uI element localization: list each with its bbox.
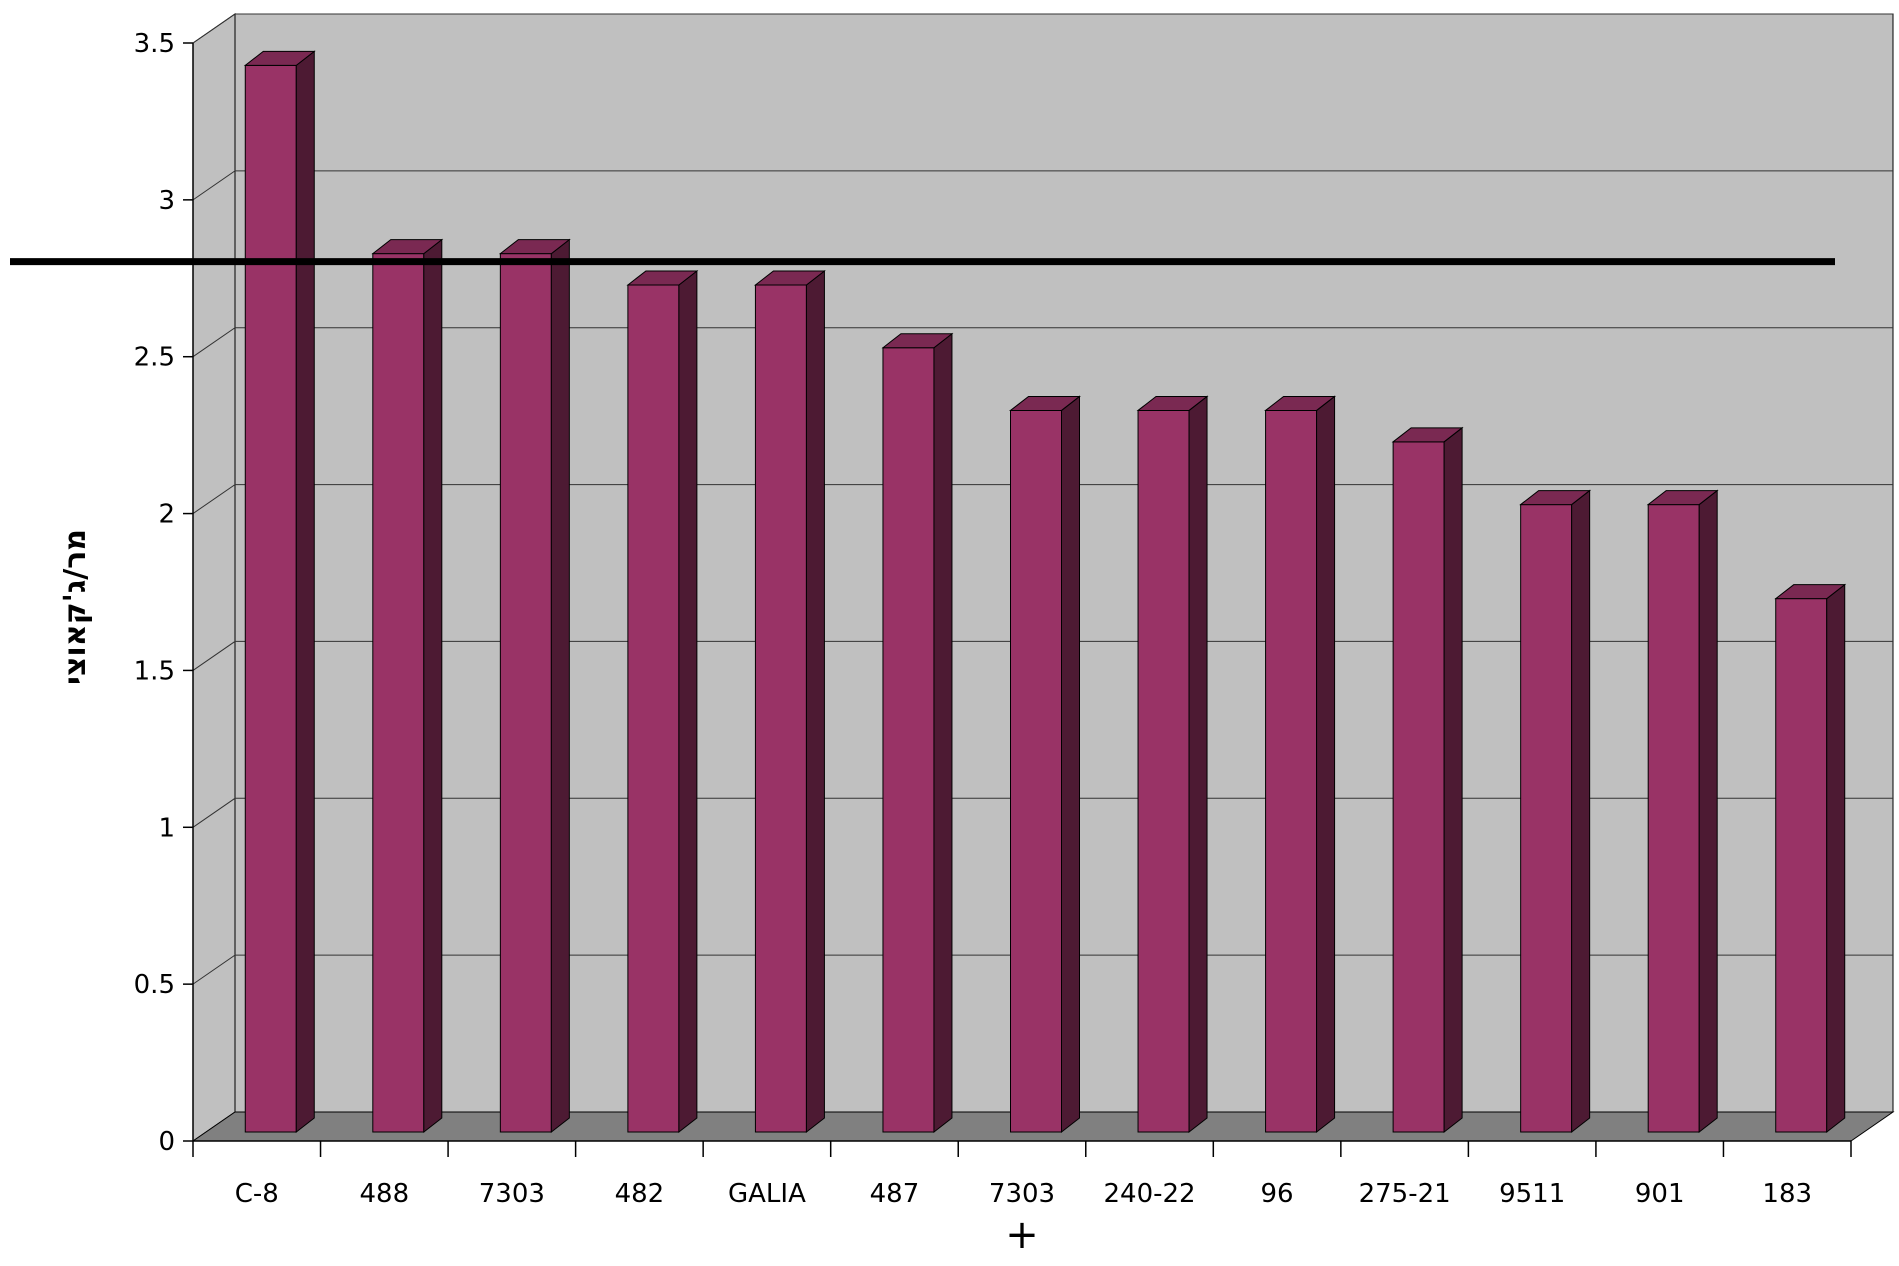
bar [1136, 395, 1209, 1134]
bar-top [1391, 427, 1464, 443]
bars [243, 50, 1847, 1134]
x-tick-label: 7303 + [989, 1179, 1055, 1258]
bar [753, 269, 826, 1134]
x-tick-label: GALIA [728, 1179, 806, 1209]
bar-front [244, 64, 297, 1133]
bar [1774, 583, 1847, 1134]
bar [626, 269, 699, 1134]
bar [1009, 395, 1081, 1134]
bar-front [1520, 504, 1573, 1133]
bar-front [1010, 409, 1062, 1133]
y-tick-label: 0.5 [134, 970, 175, 1000]
gridline [192, 327, 1893, 358]
bar-top [753, 270, 826, 286]
bar-front [372, 253, 425, 1133]
side-wall [192, 13, 236, 1142]
bar-top [243, 50, 316, 66]
bar [498, 238, 571, 1134]
gridline [192, 640, 1893, 671]
bar-top [1264, 395, 1337, 411]
x-tick-label: 901 [1635, 1179, 1685, 1209]
x-tick-label: 488 [359, 1179, 409, 1209]
y-tick-label: 0 [158, 1127, 175, 1157]
x-tick-label: 487 [870, 1179, 920, 1209]
bar-front [627, 284, 680, 1133]
x-axis: C-8 488 7303 482 GALIA 487 7303 + 240-22 96 275-21… [192, 1140, 1852, 1258]
gridline [192, 484, 1893, 514]
bar-top [881, 333, 954, 349]
bar-side [1571, 489, 1591, 1134]
x-tick-label: C-8 [235, 1179, 279, 1209]
bar [1264, 395, 1337, 1134]
bar-side [550, 238, 570, 1134]
bar-side [423, 238, 443, 1134]
y-tick-label: 2 [158, 500, 175, 530]
bar [881, 332, 954, 1134]
gridline [192, 954, 1893, 985]
x-tick-label: 9511 [1499, 1179, 1565, 1209]
bar-side [1443, 426, 1463, 1134]
bar [1519, 489, 1592, 1134]
gridline [192, 797, 1893, 828]
bar-top [1774, 584, 1847, 600]
bar [243, 50, 316, 1134]
bar-side [1826, 583, 1846, 1134]
y-tick-label: 3 [158, 186, 175, 216]
x-tick-label: 275-21 [1359, 1179, 1451, 1209]
bar-top [626, 270, 699, 286]
bar-side [1061, 395, 1080, 1134]
x-tick-label: 183 [1762, 1179, 1812, 1209]
x-tick-label: 240-22 [1103, 1179, 1195, 1209]
bar-side [1698, 489, 1718, 1134]
y-axis-label: מר/ג'קאוצי [58, 529, 93, 685]
bar-front [1392, 441, 1445, 1133]
x-tick-label: 96 [1261, 1179, 1294, 1209]
gridlines [192, 13, 1893, 985]
gridline [192, 13, 1893, 44]
bar-front [1265, 409, 1318, 1133]
bar-side [933, 332, 953, 1134]
gridline [192, 170, 1893, 201]
bar-front [1137, 409, 1190, 1133]
x-tick-label: 482 [615, 1179, 665, 1209]
bar-front [754, 284, 807, 1133]
bar [1646, 489, 1719, 1134]
bar-top [1646, 490, 1719, 506]
bar-top [1519, 490, 1592, 506]
bar-side [295, 50, 315, 1134]
x-tick-label: 7303 [479, 1179, 545, 1209]
bar-front [1775, 598, 1828, 1133]
bar [1391, 426, 1464, 1134]
bar-top [371, 239, 444, 255]
bar-front [1647, 504, 1700, 1133]
bar [371, 238, 444, 1134]
y-tick-label: 3.5 [134, 29, 175, 59]
y-tick-label: 2.5 [134, 343, 175, 373]
bar-top [498, 239, 571, 255]
bar-side [1316, 395, 1336, 1134]
bar-top [1009, 395, 1081, 411]
y-tick-label: 1.5 [134, 656, 175, 686]
bar-top [1136, 395, 1209, 411]
bar-front [499, 253, 552, 1133]
bar-front [882, 347, 935, 1133]
y-axis: 0 0.5 1 1.5 2 2.5 3 3.5 [134, 29, 194, 1157]
bar-side [1188, 395, 1208, 1134]
bar-side [805, 269, 825, 1134]
y-tick-label: 1 [158, 813, 175, 843]
bar-side [678, 269, 698, 1134]
